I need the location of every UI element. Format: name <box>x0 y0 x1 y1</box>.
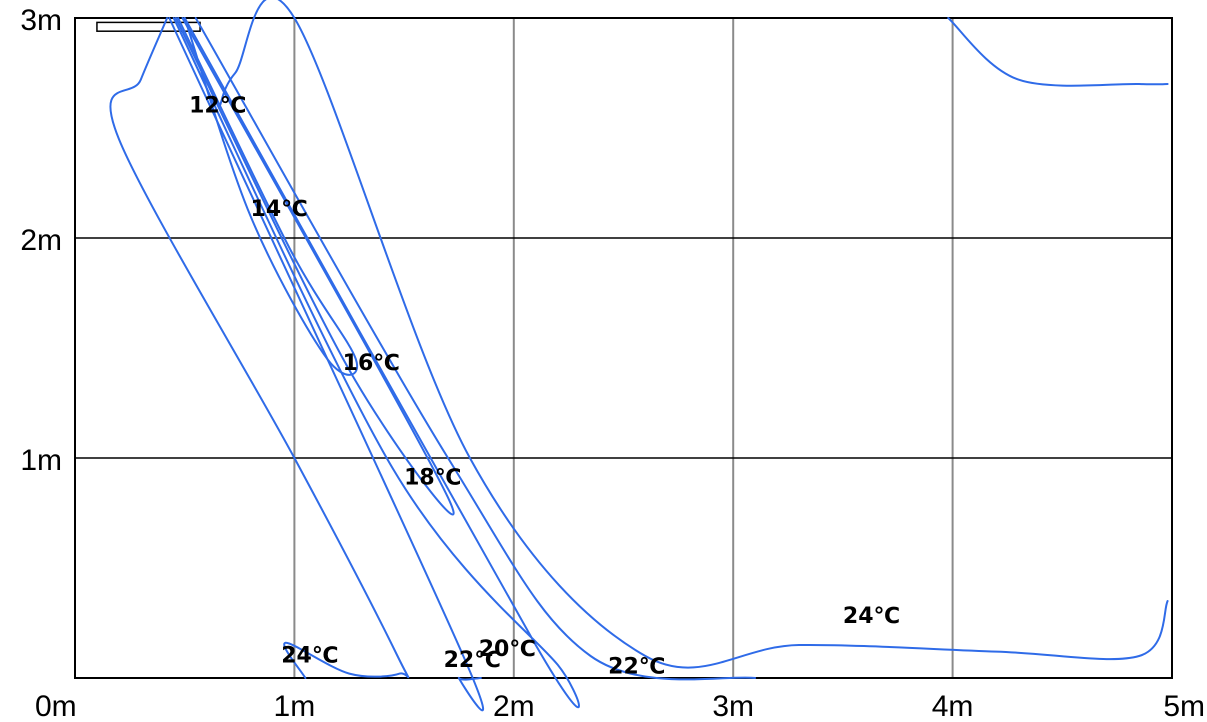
isotherm-label: 22℃ <box>444 648 501 673</box>
isotherm-line-7 <box>947 17 1169 87</box>
isotherm-label: 24℃ <box>281 644 338 669</box>
grid-lines <box>75 18 1172 678</box>
isotherm-line-2 <box>172 17 580 709</box>
x-tick-label: 3m <box>712 690 754 722</box>
isotherm-line-6 <box>218 0 1169 669</box>
isotherm-line-4 <box>177 17 359 376</box>
y-tick-label: 2m <box>20 224 62 257</box>
isotherm-label: 18℃ <box>404 465 461 490</box>
isotherm-label: 14℃ <box>251 197 308 222</box>
isotherm-label: 22℃ <box>608 655 665 680</box>
y-tick-label: 3m <box>20 4 62 37</box>
plot-frame-border <box>74 17 1173 679</box>
x-tick-label: 0m <box>35 690 77 722</box>
y-tick-label: 1m <box>20 444 62 477</box>
isotherm-label: 20℃ <box>479 637 536 662</box>
isotherm-label: 12℃ <box>189 94 246 119</box>
isotherm-label: 16℃ <box>343 351 400 376</box>
x-tick-label: 5m <box>1163 690 1205 722</box>
x-tick-label: 4m <box>932 690 974 722</box>
isotherm-line-1 <box>168 17 485 712</box>
isotherm-labels: 12℃14℃16℃18℃20℃22℃ 22℃24℃24℃ <box>189 94 900 680</box>
isotherm-line-0 <box>109 17 410 679</box>
isotherm-lines <box>109 0 1169 712</box>
plot-frame <box>74 17 1173 679</box>
isotherm-label: 24℃ <box>843 604 900 629</box>
isotherm-line-3 <box>174 17 455 516</box>
isotherm-line-5 <box>194 17 757 681</box>
x-tick-label: 1m <box>274 690 316 722</box>
tick-labels: 0m 1m 2m 3m 4m 5m 1m 2m 3m <box>20 4 1205 722</box>
x-tick-label: 2m <box>493 690 535 722</box>
